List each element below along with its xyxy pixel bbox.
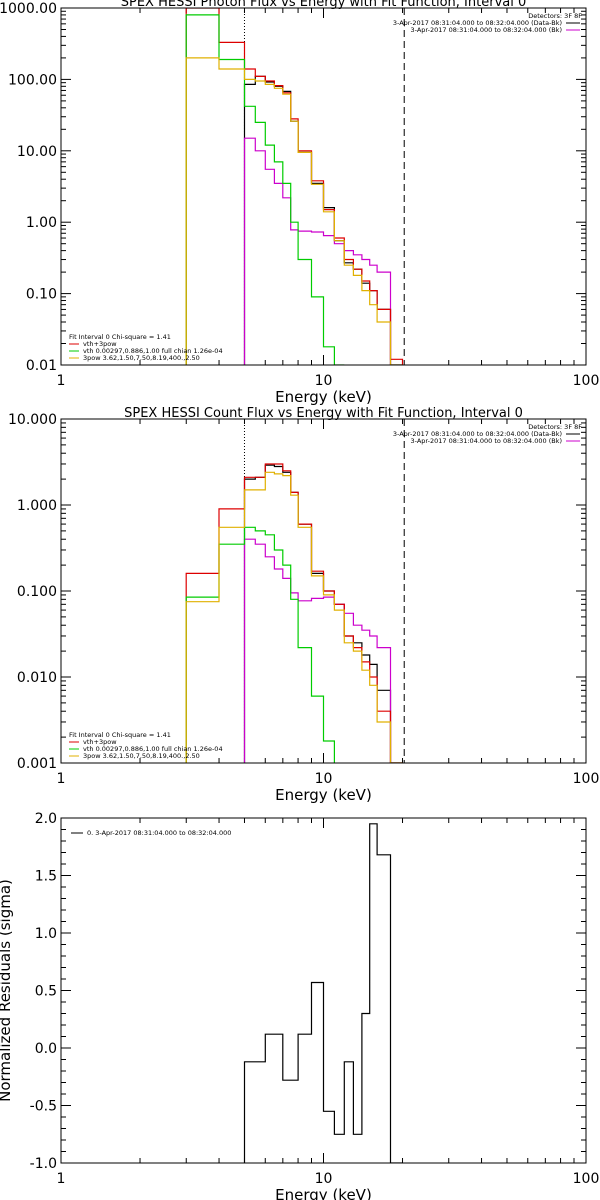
y-tick-label: 10.000 <box>8 412 57 428</box>
fit-legend-label: 3pow 3.62,1.50,7.50,8.19,400.,2.50 <box>83 354 200 362</box>
series-line-1 <box>243 538 392 763</box>
x-axis-label: Energy (keV) <box>275 1186 372 1200</box>
series-line-3 <box>185 14 345 365</box>
y-tick-label: 1.000 <box>17 498 57 514</box>
x-tick-label: 1 <box>57 373 66 389</box>
series-line-1 <box>243 137 392 365</box>
chart-title: SPEX HESSI Count Flux vs Energy with Fit… <box>124 406 523 421</box>
x-tick-label: 100 <box>573 373 600 389</box>
y-tick-label: 0.100 <box>17 584 57 600</box>
legend-header: Detectors: 3F 8F <box>528 423 582 431</box>
fit-legend-header: Fit Interval 0 Chi-square = 1.41 <box>69 731 171 739</box>
legend-label: 0. 3-Apr-2017 08:31:04.000 to 08:32:04.0… <box>87 829 231 837</box>
legend-label: 3-Apr-2017 08:31:04.000 to 08:32:04.000 … <box>393 19 562 27</box>
chart-title: SPEX HESSI Photon Flux vs Energy with Fi… <box>121 0 527 10</box>
y-tick-label: -1.0 <box>30 1156 57 1172</box>
chart-panel-0: SPEX HESSI Photon Flux vs Energy with Fi… <box>0 0 599 406</box>
y-axis-label: Normalized Residuals (sigma) <box>0 879 14 1102</box>
y-tick-label: 1.0 <box>35 926 57 942</box>
y-tick-label: 0.10 <box>26 287 57 303</box>
chart-panel-2: 1 10 100 -1.0 -0.5 0.0 0.5 1.0 1.5 2.0 Energy (keV… <box>0 811 599 1200</box>
x-tick-label: 10 <box>315 373 333 389</box>
chart-panel-1: SPEX HESSI Count Flux vs Energy with Fit… <box>8 406 599 804</box>
series-group <box>185 463 403 763</box>
fit-legend-label: 3pow 3.62,1.50,7.50,8.19,400.,2.50 <box>83 752 200 760</box>
series-line-3 <box>185 526 335 763</box>
series-line-4 <box>185 57 403 365</box>
y-tick-label: 2.0 <box>35 811 57 827</box>
y-tick-label: 1.00 <box>26 215 57 231</box>
fit-legend-label: vth+3pow <box>83 340 117 348</box>
y-tick-label: 1.5 <box>35 869 57 885</box>
x-axis-label: Energy (keV) <box>275 786 372 804</box>
y-tick-label: 0.5 <box>35 984 57 1000</box>
legend-header: Detectors: 3F 8F <box>528 12 582 20</box>
x-tick-label: 1 <box>57 771 66 787</box>
legend-label: 3-Apr-2017 08:31:04.000 to 08:32:04.000 … <box>411 437 562 445</box>
plot-frame <box>60 817 587 1164</box>
series-line-2 <box>185 8 404 365</box>
fit-legend-header: Fit Interval 0 Chi-square = 1.41 <box>69 333 171 341</box>
series-line-0 <box>243 823 403 1163</box>
y-tick-label: 0.001 <box>17 756 57 772</box>
series-line-4 <box>185 471 403 763</box>
fit-legend-label: vth 0.00297,0.886,1.00 full chian 1.26e-… <box>83 745 223 753</box>
x-tick-label: 1 <box>57 1171 66 1187</box>
series-group <box>243 823 403 1163</box>
x-axis-label: Energy (keV) <box>275 388 372 406</box>
series-group <box>185 8 404 365</box>
series-line-2 <box>185 463 403 763</box>
legend-label: 3-Apr-2017 08:31:04.000 to 08:32:04.000 … <box>411 26 562 34</box>
x-tick-label: 10 <box>315 1171 333 1187</box>
plot-frame <box>60 7 587 366</box>
y-tick-label: 1000.00 <box>0 1 57 17</box>
y-tick-label: 0.0 <box>35 1041 57 1057</box>
y-tick-label: 10.00 <box>17 144 57 160</box>
fit-legend-label: vth 0.00297,0.886,1.00 full chian 1.26e-… <box>83 347 223 355</box>
x-tick-label: 10 <box>315 771 333 787</box>
y-tick-label: 0.010 <box>17 670 57 686</box>
y-tick-label: -0.5 <box>30 1099 57 1115</box>
x-tick-label: 100 <box>573 771 600 787</box>
y-tick-label: 0.01 <box>26 358 57 374</box>
plot-frame <box>60 418 587 764</box>
fit-legend-label: vth+3pow <box>83 738 117 746</box>
x-tick-label: 100 <box>573 1171 600 1187</box>
legend-label: 3-Apr-2017 08:31:04.000 to 08:32:04.000 … <box>393 430 562 438</box>
y-tick-label: 100.00 <box>8 72 57 88</box>
